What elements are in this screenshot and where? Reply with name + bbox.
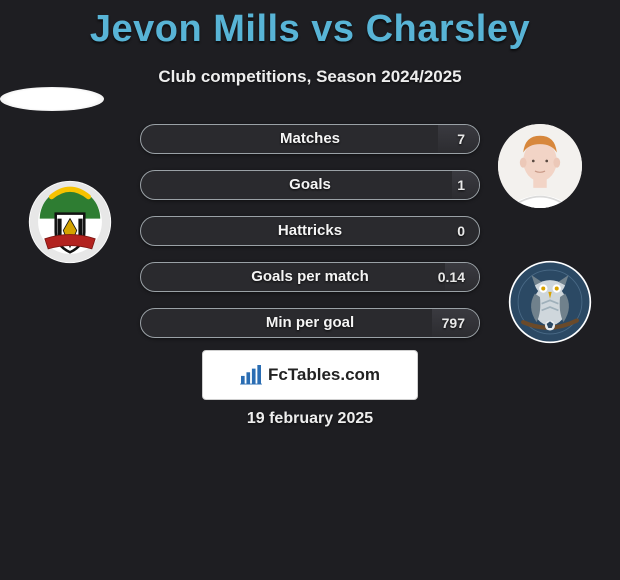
stat-row-min-per-goal: Min per goal 797 [140,308,480,338]
brand-text: FcTables.com [268,365,380,385]
stat-label: Goals [141,171,479,199]
stat-row-hattricks: Hattricks 0 [140,216,480,246]
player-right-avatar [498,124,582,208]
stat-row-goals: Goals 1 [140,170,480,200]
page-title: Jevon Mills vs Charsley [0,0,620,51]
brand-box: FcTables.com [202,350,418,400]
stat-label: Goals per match [141,263,479,291]
stat-label: Min per goal [141,309,479,337]
club-crest-left [28,180,112,264]
stat-value-right: 797 [442,309,465,337]
stat-value-right: 0.14 [438,263,465,291]
stat-value-right: 0 [457,217,465,245]
stat-label: Matches [141,125,479,153]
bar-chart-icon [240,365,262,385]
stat-value-right: 7 [457,125,465,153]
page-subtitle: Club competitions, Season 2024/2025 [0,67,620,87]
stat-value-right: 1 [457,171,465,199]
player-left-avatar-placeholder [0,87,104,111]
stat-row-matches: Matches 7 [140,124,480,154]
stat-label: Hattricks [141,217,479,245]
club-crest-right [508,260,592,344]
date-text: 19 february 2025 [0,410,620,428]
stats-container: Matches 7 Goals 1 Hattricks 0 Goals per … [140,124,480,354]
stat-row-goals-per-match: Goals per match 0.14 [140,262,480,292]
